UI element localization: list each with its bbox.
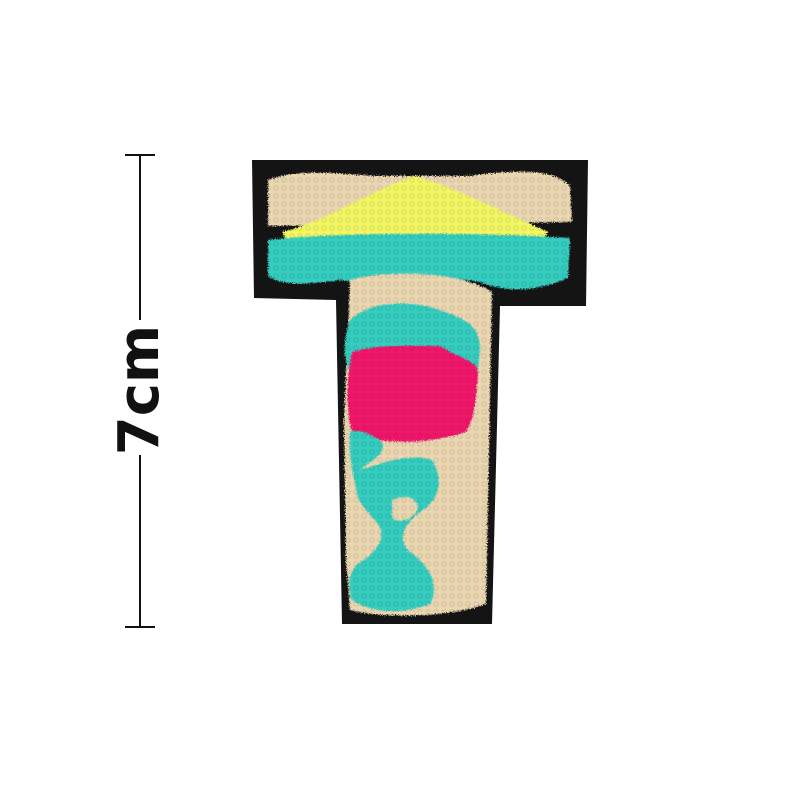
dimension-line-upper [139, 155, 141, 320]
dimension-label: 7cm [107, 324, 172, 456]
dimension-bottom-cap [125, 626, 155, 628]
height-dimension-indicator: 7cm [107, 150, 172, 635]
chenille-texture-overlay [268, 176, 572, 612]
dimension-line-lower [139, 455, 141, 627]
letter-t-chenille-patch [252, 160, 588, 624]
